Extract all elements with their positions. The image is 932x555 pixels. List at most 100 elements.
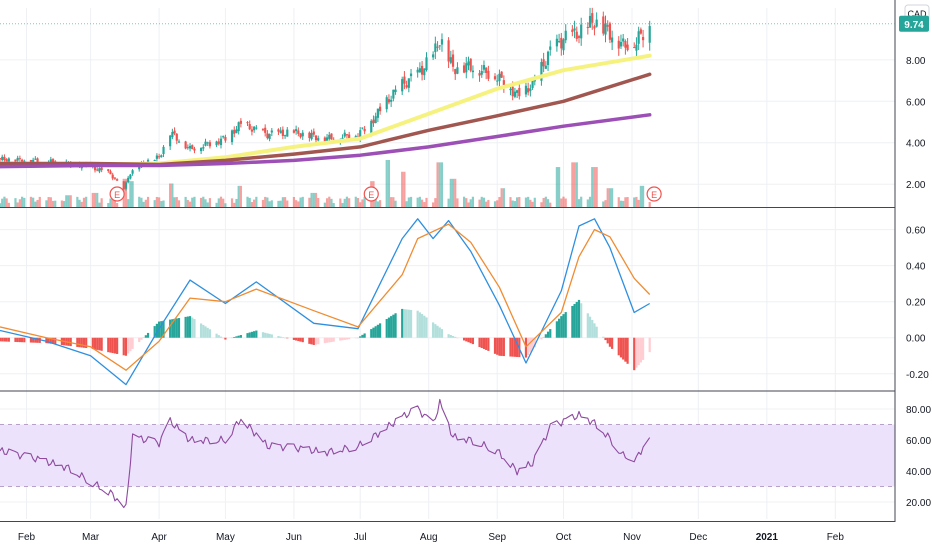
volume-bar — [160, 201, 163, 207]
volume-bar — [235, 198, 238, 207]
volume-bar — [80, 201, 83, 207]
earnings-marker-label: E — [651, 190, 657, 200]
macd-histogram-bar — [420, 314, 424, 338]
volume-bar — [436, 162, 439, 207]
volume-bar — [248, 197, 251, 207]
volume-bar — [111, 196, 114, 207]
time-axis-label: Feb — [827, 532, 845, 543]
volume-bar — [480, 196, 483, 207]
candle-body — [387, 99, 391, 103]
volume-bar — [69, 195, 72, 207]
macd-histogram-bar — [279, 336, 282, 338]
macd-axis-label: 0.00 — [906, 334, 926, 345]
candle-body — [310, 133, 313, 140]
candle-body — [268, 134, 271, 139]
macd-histogram-bar — [109, 337, 112, 353]
rsi-panel — [0, 398, 895, 509]
volume-bar — [98, 202, 101, 207]
volume-bar — [420, 199, 424, 207]
last-price-label: 9.74 — [904, 20, 924, 31]
macd-histogram-bar — [54, 337, 57, 345]
candle-body — [639, 29, 642, 34]
volume-bar — [339, 198, 342, 207]
candle-body — [509, 88, 512, 91]
volume-bar — [586, 199, 589, 207]
volume-bar — [617, 197, 620, 207]
earnings-marker[interactable] — [109, 186, 125, 202]
volume-bar — [312, 192, 315, 207]
volume-bar — [277, 200, 280, 207]
candle-body — [49, 159, 52, 164]
macd-histogram-bar — [403, 309, 406, 338]
candle-body — [1, 156, 4, 161]
volume-bar — [204, 199, 207, 207]
candle-body — [7, 158, 10, 164]
volume-bar — [577, 199, 581, 207]
candle-body — [20, 159, 24, 163]
macd-histogram-bar — [171, 319, 174, 338]
volume-bar — [633, 197, 636, 207]
macd-histogram-bar — [215, 333, 218, 338]
volume-bar — [283, 197, 287, 207]
macd-histogram-bar — [208, 329, 212, 338]
volume-bar — [639, 185, 642, 207]
macd-histogram-bar — [144, 335, 147, 338]
macd-histogram-bar — [544, 334, 547, 338]
volume-bar — [378, 200, 382, 207]
macd-histogram-bar — [184, 316, 187, 338]
macd-histogram-bar — [266, 333, 269, 338]
candle-body — [328, 134, 331, 139]
macd-histogram-bar — [456, 337, 459, 339]
macd-histogram-bar — [356, 337, 360, 339]
macd-histogram-bar — [127, 337, 130, 354]
candle-body — [129, 174, 132, 179]
earnings-marker[interactable] — [363, 186, 379, 202]
earnings-marker[interactable] — [646, 186, 662, 202]
volume-bar — [224, 203, 227, 207]
macd-histogram-bar — [51, 337, 55, 344]
volume-bar — [403, 171, 406, 207]
macd-histogram-bar — [454, 336, 457, 338]
volume-bar — [482, 197, 486, 207]
macd-histogram-bar — [36, 337, 39, 343]
macd-histogram-bar — [482, 337, 486, 349]
candle-body — [270, 130, 273, 133]
candle-body — [131, 170, 134, 174]
macd-histogram-bar — [465, 337, 468, 342]
macd-histogram-bar — [138, 337, 141, 343]
volume-bar — [487, 199, 490, 207]
volume-bar — [219, 196, 223, 207]
candle-body — [401, 79, 404, 92]
candle-body — [348, 134, 351, 140]
volume-bar — [622, 200, 625, 207]
volume-bar — [93, 192, 97, 207]
macd-histogram-bar — [317, 337, 320, 345]
volume-bar — [54, 200, 57, 207]
macd-histogram-bar — [146, 332, 150, 338]
volume-bar — [524, 197, 528, 207]
macd-histogram-bar — [343, 337, 346, 340]
volume-bar — [255, 196, 258, 207]
macd-histogram-bar — [29, 337, 33, 343]
volume-bar — [3, 196, 6, 207]
volume-bar — [96, 192, 99, 207]
candle-body — [527, 88, 530, 93]
candle-body — [354, 136, 357, 138]
macd-axis-label: 0.20 — [906, 298, 926, 309]
volume-bar — [493, 201, 497, 207]
macd-histogram-bar — [626, 337, 629, 364]
macd-histogram-bar — [619, 337, 623, 358]
volume-bar — [447, 198, 450, 207]
candle-body — [325, 137, 329, 142]
candle-body — [292, 130, 296, 133]
macd-histogram-bar — [286, 337, 289, 339]
volume-bar — [153, 200, 156, 207]
macd-histogram-bar — [49, 337, 52, 344]
volume-bar — [409, 196, 413, 207]
volume-bar — [330, 198, 333, 207]
candle-body — [127, 177, 130, 183]
candle-body — [440, 39, 444, 45]
macd-line — [0, 218, 651, 386]
